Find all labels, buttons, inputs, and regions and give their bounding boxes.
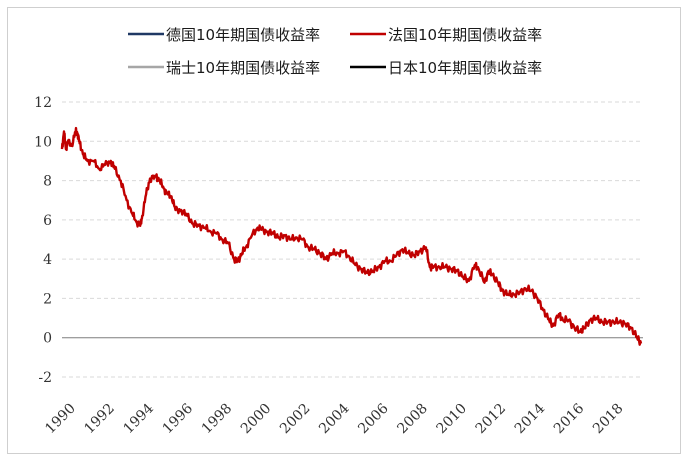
x-tick-label: 1990 [42,401,79,438]
x-tick-label: 2004 [316,400,353,437]
x-tick-label: 2002 [277,401,314,438]
chart-frame [7,7,681,454]
series-group [60,126,643,346]
series-line-1 [60,126,643,346]
legend-label: 法国10年期国债收益率 [388,26,542,44]
x-tick-label: 2018 [590,401,627,438]
x-tick-label: 1998 [199,401,236,438]
x-tick-label: 2006 [355,400,392,437]
x-tick-label: 2016 [551,400,588,437]
y-tick-label: 0 [43,331,52,347]
x-axis: 1990 1992 1994 1996 1998 2000 2002 2004 2006 2008… [42,400,626,437]
x-tick-label: 1994 [121,400,158,437]
y-tick-label: 12 [34,95,52,111]
y-tick-label: -2 [38,370,52,386]
y-tick-label: 6 [43,213,52,229]
legend-label: 日本10年期国债收益率 [388,59,542,77]
x-tick-label: 1996 [160,400,197,437]
x-tick-label: 2000 [238,401,275,438]
legend-label: 德国10年期国债收益率 [166,26,320,44]
y-tick-label: 4 [43,252,52,268]
gridlines [62,101,643,378]
y-tick-label: 2 [43,291,52,307]
legend-label: 瑞士10年期国债收益率 [166,59,320,77]
x-tick-label: 1992 [81,401,118,438]
x-tick-label: 2008 [394,401,431,438]
x-tick-label: 2014 [512,400,549,437]
x-tick-label: 2012 [473,401,510,438]
y-tick-label: 10 [34,134,52,150]
y-axis: -2 0 2 4 6 8 10 12 [34,95,52,386]
x-tick-label: 2010 [434,401,471,438]
y-tick-label: 8 [43,174,52,190]
